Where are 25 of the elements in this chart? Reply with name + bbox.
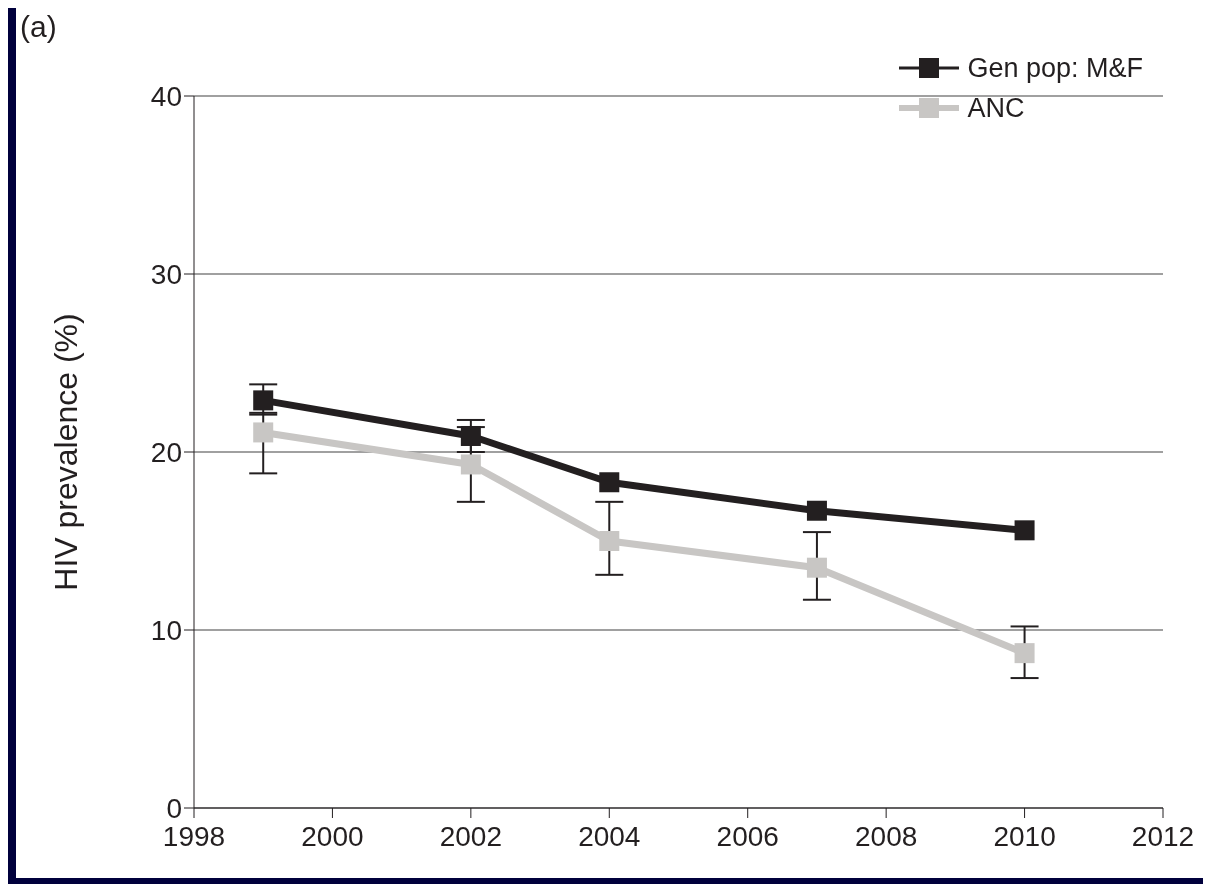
point <box>806 500 827 521</box>
y-tick-label: 10 <box>150 614 182 646</box>
x-tick-label: 2006 <box>716 820 779 852</box>
x-tick-label: 2012 <box>1131 820 1195 852</box>
point <box>460 425 481 446</box>
y-tick-label: 30 <box>150 258 182 290</box>
x-tick-label: 2002 <box>439 820 503 852</box>
point <box>599 472 620 493</box>
x-tick-label: 2000 <box>301 820 364 852</box>
legend-label: Gen pop: M&F <box>967 52 1143 84</box>
y-axis-title: HIV prevalence (%) <box>48 313 85 591</box>
x-tick-label: 2004 <box>578 820 641 852</box>
text: (a) <box>20 10 57 44</box>
legend-label: ANC <box>967 92 1025 124</box>
y-tick-label: 20 <box>150 436 182 468</box>
point <box>1014 643 1035 664</box>
point <box>253 422 274 443</box>
point <box>599 531 620 551</box>
point <box>253 390 274 411</box>
point <box>806 557 827 578</box>
point <box>460 454 481 475</box>
x-tick-label: 2010 <box>993 820 1056 852</box>
point <box>1014 520 1035 541</box>
y-tick-label: 40 <box>150 80 182 112</box>
x-tick-label: 2008 <box>854 820 918 852</box>
